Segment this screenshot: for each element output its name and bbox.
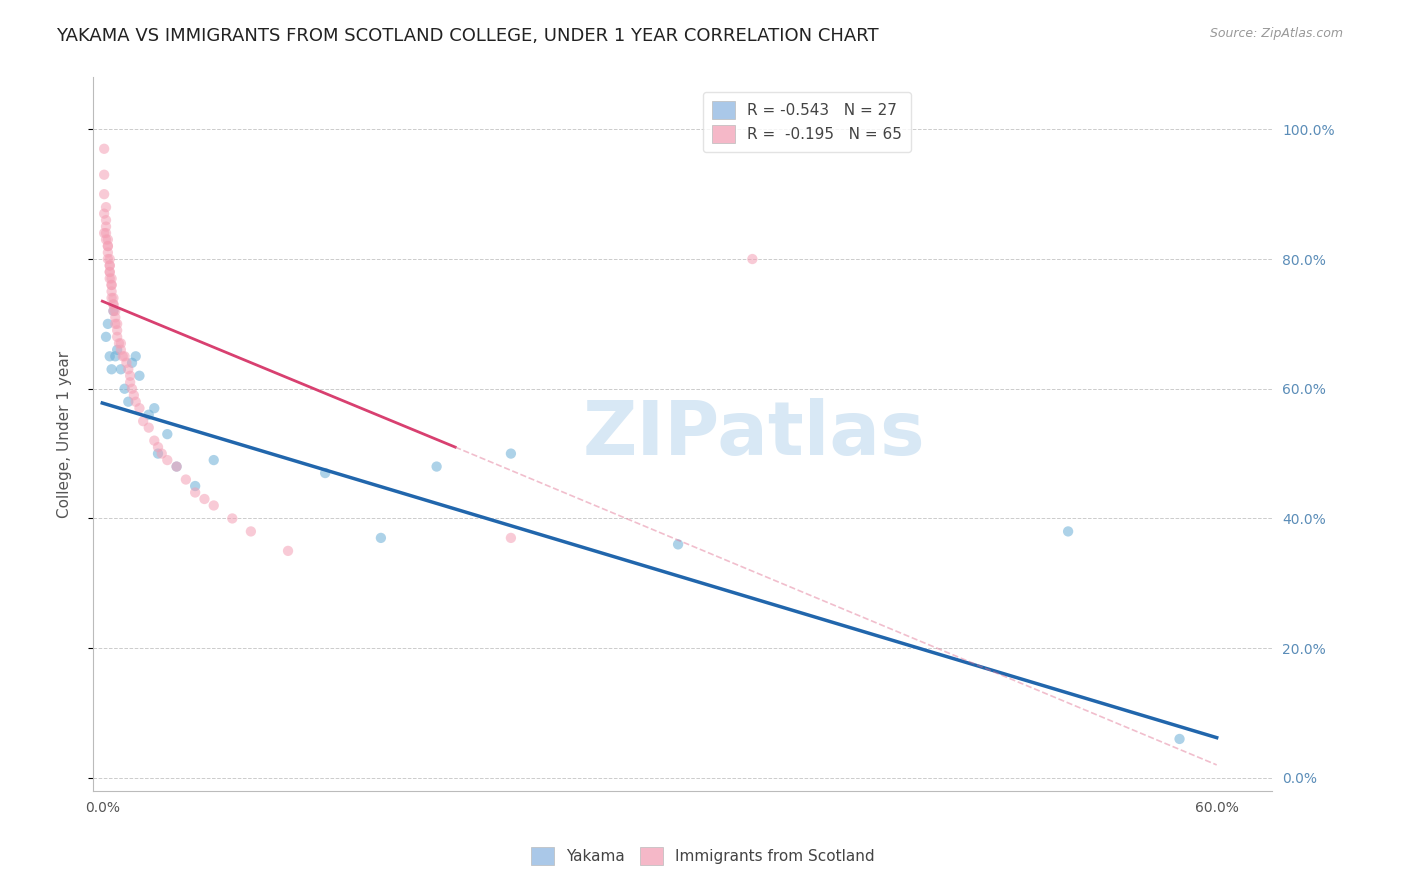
Point — [1168, 731, 1191, 746]
Point — [103, 291, 125, 305]
Point — [104, 304, 127, 318]
Point — [132, 414, 155, 428]
Point — [314, 466, 336, 480]
Point — [93, 142, 115, 156]
Point — [193, 491, 215, 506]
Y-axis label: College, Under 1 year: College, Under 1 year — [58, 351, 72, 517]
Point — [97, 317, 120, 331]
Point — [97, 233, 120, 247]
Point — [202, 499, 225, 513]
Point — [98, 252, 121, 266]
Point — [666, 537, 689, 551]
Point — [499, 447, 522, 461]
Point — [138, 408, 160, 422]
Text: Source: ZipAtlas.com: Source: ZipAtlas.com — [1209, 27, 1343, 40]
Point — [104, 317, 127, 331]
Point — [426, 459, 449, 474]
Point — [104, 310, 127, 325]
Point — [114, 349, 136, 363]
Point — [120, 376, 142, 390]
Point — [110, 343, 132, 357]
Point — [202, 453, 225, 467]
Point — [105, 317, 128, 331]
Point — [121, 356, 143, 370]
Point — [166, 459, 188, 474]
Point — [239, 524, 262, 539]
Point — [93, 187, 115, 202]
Point — [184, 479, 207, 493]
Point — [110, 336, 132, 351]
Point — [156, 453, 179, 467]
Point — [100, 271, 122, 285]
Point — [166, 459, 188, 474]
Point — [741, 252, 763, 266]
Point — [117, 394, 139, 409]
Point — [105, 330, 128, 344]
Point — [138, 420, 160, 434]
Point — [1057, 524, 1080, 539]
Point — [98, 271, 121, 285]
Point — [115, 356, 138, 370]
Point — [128, 368, 150, 383]
Point — [114, 382, 136, 396]
Point — [121, 382, 143, 396]
Point — [143, 401, 166, 416]
Point — [98, 349, 121, 363]
Point — [104, 349, 127, 363]
Point — [117, 362, 139, 376]
Point — [174, 473, 197, 487]
Point — [103, 297, 125, 311]
Point — [128, 401, 150, 416]
Point — [370, 531, 392, 545]
Point — [150, 447, 173, 461]
Point — [94, 213, 117, 227]
Point — [100, 277, 122, 292]
Point — [146, 440, 169, 454]
Legend: R = -0.543   N = 27, R =  -0.195   N = 65: R = -0.543 N = 27, R = -0.195 N = 65 — [703, 92, 911, 152]
Point — [103, 304, 125, 318]
Point — [108, 336, 131, 351]
Point — [125, 394, 148, 409]
Point — [105, 323, 128, 337]
Point — [122, 388, 145, 402]
Point — [125, 349, 148, 363]
Point — [94, 219, 117, 234]
Point — [221, 511, 243, 525]
Point — [94, 330, 117, 344]
Text: ZIPatlas: ZIPatlas — [582, 398, 925, 471]
Point — [105, 343, 128, 357]
Point — [98, 265, 121, 279]
Point — [499, 531, 522, 545]
Point — [94, 200, 117, 214]
Point — [97, 252, 120, 266]
Point — [98, 259, 121, 273]
Point — [100, 285, 122, 299]
Point — [156, 427, 179, 442]
Point — [111, 349, 134, 363]
Point — [103, 297, 125, 311]
Point — [94, 233, 117, 247]
Text: YAKAMA VS IMMIGRANTS FROM SCOTLAND COLLEGE, UNDER 1 YEAR CORRELATION CHART: YAKAMA VS IMMIGRANTS FROM SCOTLAND COLLE… — [56, 27, 879, 45]
Point — [98, 259, 121, 273]
Point — [100, 291, 122, 305]
Point — [100, 362, 122, 376]
Point — [184, 485, 207, 500]
Point — [277, 544, 299, 558]
Point — [97, 245, 120, 260]
Point — [146, 447, 169, 461]
Point — [93, 226, 115, 240]
Point — [98, 265, 121, 279]
Point — [143, 434, 166, 448]
Point — [110, 362, 132, 376]
Point — [93, 168, 115, 182]
Point — [100, 277, 122, 292]
Point — [120, 368, 142, 383]
Point — [103, 304, 125, 318]
Point — [97, 239, 120, 253]
Point — [93, 207, 115, 221]
Legend: Yakama, Immigrants from Scotland: Yakama, Immigrants from Scotland — [524, 841, 882, 871]
Point — [94, 226, 117, 240]
Point — [97, 239, 120, 253]
